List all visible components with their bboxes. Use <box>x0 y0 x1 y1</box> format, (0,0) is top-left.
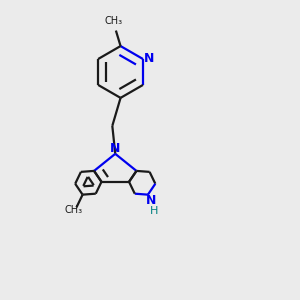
Text: CH₃: CH₃ <box>104 16 123 26</box>
Text: H: H <box>150 206 158 216</box>
Text: CH₃: CH₃ <box>64 205 82 215</box>
Text: N: N <box>146 194 156 207</box>
Text: N: N <box>144 52 154 64</box>
Text: N: N <box>110 142 120 155</box>
